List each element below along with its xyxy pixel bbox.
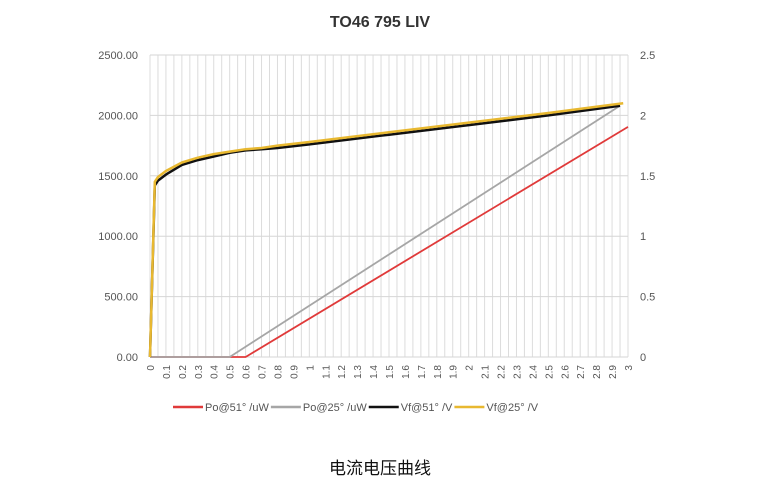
y-tick-label: 1500.00 [98,171,138,183]
liv-chart: TO46 795 LIV0.00500.001000.001500.002000… [98,14,655,414]
x-tick-label: 0.5 [226,365,237,379]
x-tick-label: 0.6 [242,365,253,379]
x-tick-label: 2.5 [544,365,555,379]
x-tick-label: 0.1 [162,365,173,379]
y-tick-label: 0.00 [117,352,138,364]
x-tick-label: 1.6 [401,365,412,379]
y2-tick-label: 0.5 [640,292,655,304]
x-tick-label: 2.6 [560,365,571,379]
x-tick-label: 1.2 [337,365,348,379]
y-tick-label: 2000.00 [98,110,138,122]
x-tick-label: 0.2 [178,365,189,379]
x-tick-label: 2 [465,365,476,371]
x-tick-label: 2.8 [592,365,603,379]
x-tick-label: 2.4 [528,365,539,379]
x-tick-label: 1.3 [353,365,364,379]
series-line-vf51v [148,104,621,358]
x-tick-label: 1 [305,365,316,371]
y2-tick-label: 0 [640,352,646,364]
series-line-po25uw [150,104,621,358]
x-tick-label: 2.7 [576,365,587,379]
x-tick-label: 0.4 [210,365,221,379]
series-line-vf25v [148,102,624,358]
x-tick-label: 2.3 [512,365,523,379]
y2-tick-label: 1.5 [640,171,655,183]
y-tick-label: 1000.00 [98,231,138,243]
x-tick-label: 0 [146,365,157,371]
legend-label: Vf@51° /V [401,402,453,414]
x-tick-label: 2.9 [608,365,619,379]
legend-label: Po@51° /uW [205,402,269,414]
x-tick-label: 1.5 [385,365,396,379]
y2-tick-label: 2.5 [640,50,655,62]
x-tick-label: 1.4 [369,365,380,379]
x-tick-label: 2.2 [497,365,508,379]
legend-label: Po@25° /uW [303,402,367,414]
x-tick-label: 2.1 [481,365,492,379]
x-tick-label: 0.7 [258,365,269,379]
y2-tick-label: 1 [640,231,646,243]
x-tick-label: 0.3 [194,365,205,379]
y2-tick-label: 2 [640,110,646,122]
x-tick-label: 1.7 [417,365,428,379]
y-tick-label: 2500.00 [98,50,138,62]
figure-caption: 电流电压曲线 [329,459,431,478]
x-tick-label: 0.9 [289,365,300,379]
x-tick-label: 1.1 [321,365,332,379]
x-tick-label: 0.8 [273,365,284,379]
x-tick-label: 3 [624,365,635,371]
y-tick-label: 500.00 [104,292,138,304]
chart-title: TO46 795 LIV [330,14,431,31]
x-tick-label: 1.8 [433,365,444,379]
legend-label: Vf@25° /V [486,402,538,414]
x-tick-label: 1.9 [449,365,460,379]
